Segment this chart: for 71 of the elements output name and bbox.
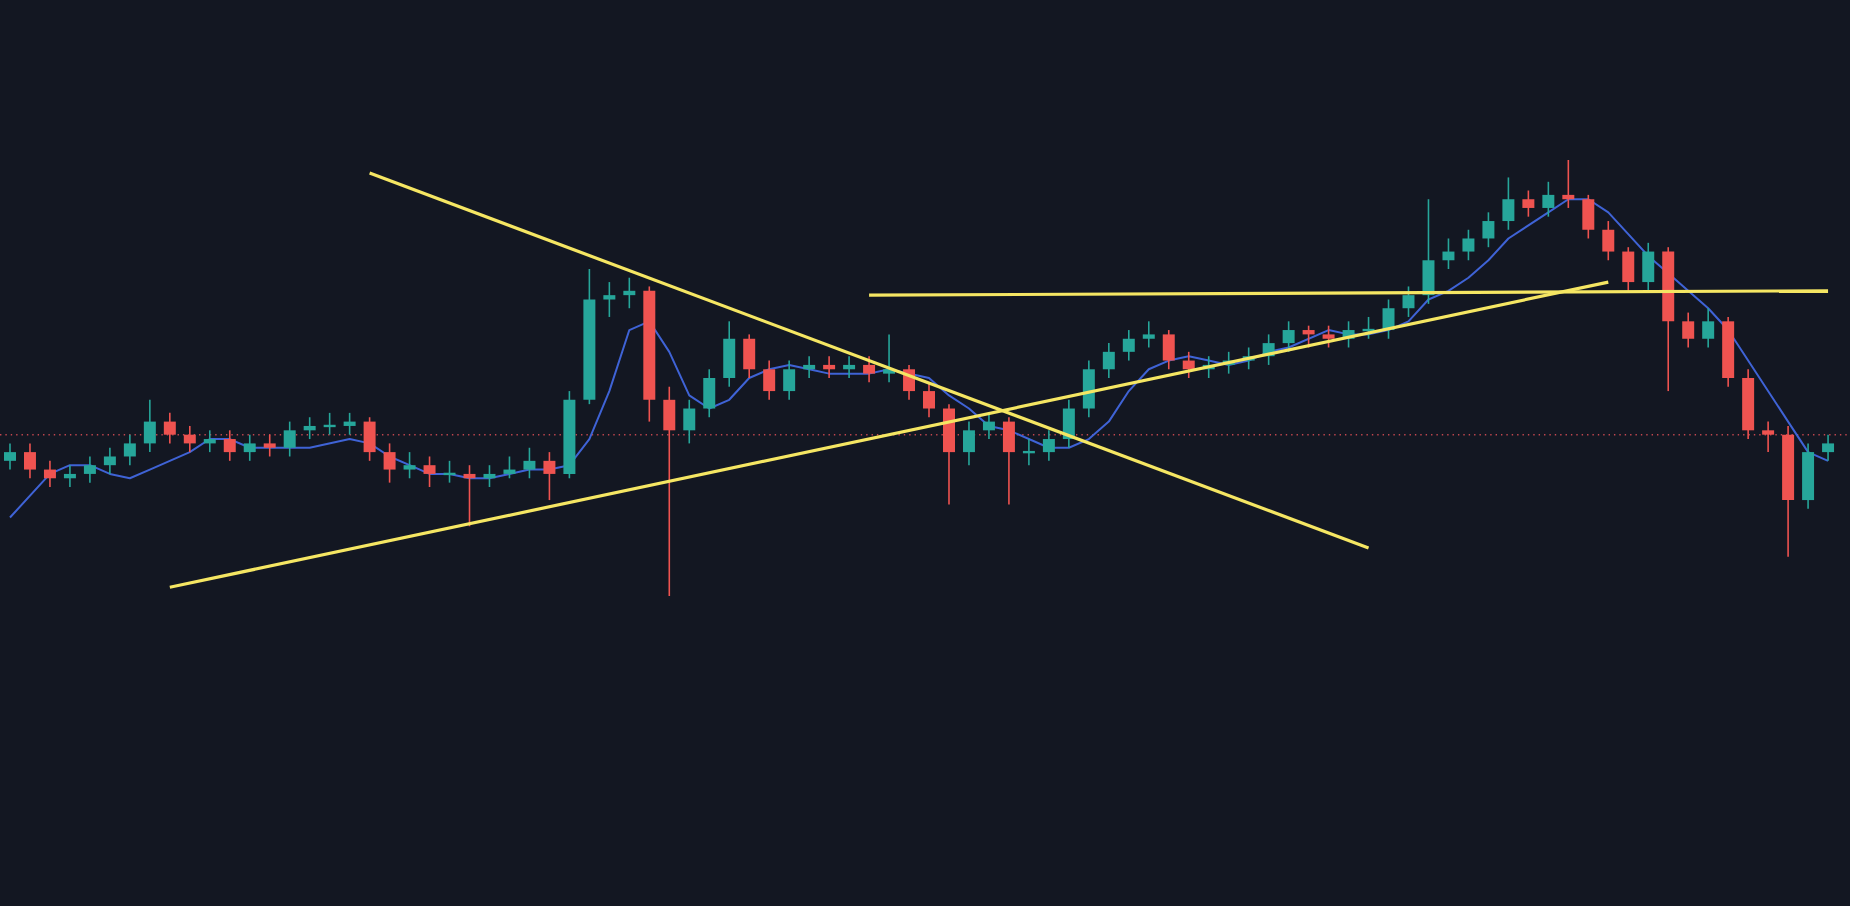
candlestick [1582,194,1595,240]
candlestick [1522,189,1535,218]
candlestick [1162,329,1175,371]
candlestick [1542,181,1555,218]
candlestick [1122,329,1135,362]
candlestick [243,433,256,462]
candlestick [723,320,736,388]
candlestick [383,442,396,484]
candlestick [1322,324,1335,349]
candlestick [923,381,936,419]
candlestick [623,276,636,310]
candlestick [1622,246,1635,292]
candlestick [1462,228,1475,262]
candlestick [982,412,995,440]
candlestick [1002,416,1015,506]
candlestick [883,333,896,384]
candlestick [1042,429,1055,462]
candlestick [803,355,816,379]
candlestick [843,355,856,379]
candlestick [263,433,276,458]
candlestick [343,412,356,436]
candlestick [1822,433,1835,462]
candlestick [1402,285,1415,318]
candlestick [1762,420,1775,453]
candlestick [183,425,196,453]
candlestick [1562,159,1575,209]
candlestick [943,403,955,506]
candlestick [1682,311,1695,349]
candlestick [43,460,56,488]
candlestick [863,355,876,384]
candlestick [1142,320,1155,349]
candlestick [1082,359,1095,419]
candlestick [143,399,156,453]
candlestick [1802,442,1815,510]
candlestick [203,429,216,453]
candlestick [1642,242,1655,292]
candlestick [63,464,76,488]
candlestick [1602,220,1615,262]
candlestick [1102,342,1115,379]
candlestick [683,399,696,445]
candlestick [663,385,676,597]
candlestick [603,281,616,318]
candlestick [1442,237,1455,270]
candlestick [1422,198,1435,305]
candlestick [783,359,796,401]
candlestick [103,446,116,475]
candlestick [363,416,376,462]
candlestick [483,464,496,488]
candlestick [703,368,716,419]
candlestick [1182,351,1195,379]
candlestick [503,455,516,480]
candlestick [543,451,556,501]
candlestick [163,412,176,445]
candlestick [23,442,36,480]
candlestick [823,355,836,379]
candlestick [423,455,436,488]
candlestick [743,333,756,379]
candlestick [3,442,16,471]
candlestick [123,433,136,466]
candlestick [223,429,236,462]
candlestick [403,451,416,480]
candlestick [1502,176,1515,231]
candlestick [303,416,316,440]
candlestick [1702,307,1715,349]
candlestick [1482,211,1495,248]
candlestick [962,420,975,466]
candlestick [763,359,776,401]
candlestick [83,455,96,484]
candlestick [523,446,536,480]
candlestick [1282,320,1295,353]
candlestick [283,420,296,458]
